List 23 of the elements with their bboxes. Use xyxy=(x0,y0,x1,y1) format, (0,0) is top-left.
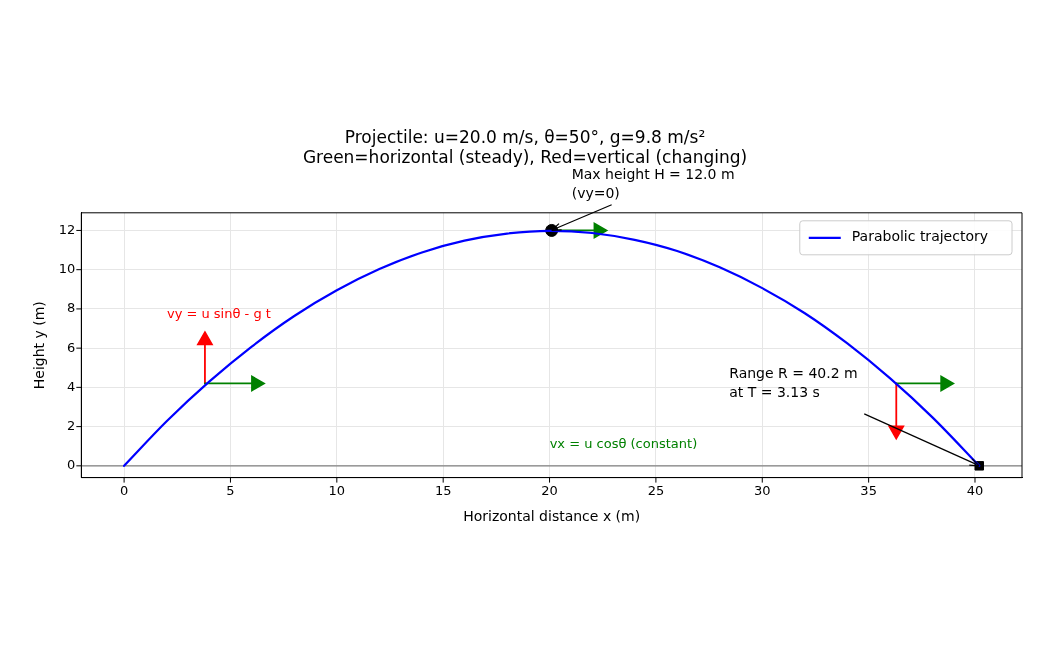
y-tick-label: 12 xyxy=(58,221,76,237)
annotation: vy = u sinθ - g t xyxy=(166,306,271,322)
y-tick-label: 2 xyxy=(67,417,76,433)
x-tick-label: 30 xyxy=(753,482,771,498)
x-tick-label: 35 xyxy=(860,482,877,498)
y-tick-label: 10 xyxy=(58,261,76,277)
y-tick-label: 0 xyxy=(67,457,76,473)
legend-label: Parabolic trajectory xyxy=(851,228,989,245)
x-tick-label: 15 xyxy=(434,482,452,498)
x-tick-label: 20 xyxy=(541,482,558,498)
x-axis-title: Horizontal distance x (m) xyxy=(463,508,641,525)
x-tick-label: 40 xyxy=(966,482,984,498)
chart-title: Projectile: u=20.0 m/s, θ=50°, g=9.8 m/s² Green=horizontal (steady), Red=vertical (changing) xyxy=(302,126,748,168)
y-axis-title: Height y (m) xyxy=(31,301,48,390)
annotation: Range R = 40.2 m at T = 3.13 s xyxy=(729,364,858,400)
y-tick-label: 8 xyxy=(67,300,76,316)
annotation: vx = u cosθ (constant) xyxy=(549,435,698,451)
x-tick-label: 25 xyxy=(647,482,665,498)
x-tick-label: 5 xyxy=(226,482,235,498)
x-tick-label: 0 xyxy=(119,482,129,498)
y-tick-label: 6 xyxy=(67,339,76,355)
y-tick-label: 4 xyxy=(67,378,76,394)
x-tick-label: 10 xyxy=(328,482,346,498)
